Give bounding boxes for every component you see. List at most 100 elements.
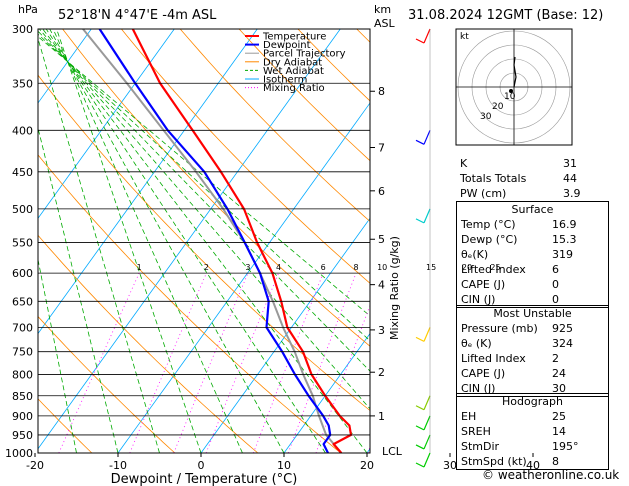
wind-barb-flag [415, 405, 425, 411]
legend-label: Wet Adiabat [263, 66, 324, 77]
plot-frame [37, 28, 371, 454]
stat-value: 6 [552, 263, 559, 276]
stat-row: CIN (J) 0 [457, 292, 608, 307]
stat-row: Temp (°C) 16.9 [457, 217, 608, 232]
pressure-tick-label: 800 [12, 368, 33, 381]
hodograph-stats-title: Hodograph [502, 395, 563, 408]
pressure-tick-label: 750 [12, 346, 33, 359]
legend-label: Parcel Trajectory [263, 49, 346, 60]
index-label: K [460, 157, 468, 170]
dry-adiabat-line [238, 29, 370, 162]
index-label: PW (cm) [460, 187, 507, 200]
stat-row: Pressure (mb) 925 [457, 321, 608, 336]
isotherm-line [616, 29, 629, 453]
mixing-ratio-axis-label: Mixing Ratio (g/kg) [388, 236, 401, 340]
temperature-tick-label: 10 [277, 459, 291, 472]
wind-barb [423, 28, 431, 44]
km-label: km [374, 3, 391, 16]
stat-value: 319 [552, 248, 573, 261]
mixing-ratio-label: 2 [204, 263, 209, 272]
temperature-tick-label: 30 [443, 459, 457, 472]
stat-label: θₑ (K) [461, 337, 492, 350]
lcl-label: LCL [382, 445, 403, 458]
stat-value: 25 [552, 410, 566, 423]
wet-adiabat-line [38, 29, 370, 410]
km-tick-label: 2 [378, 366, 385, 379]
location-title: 52°18'N 4°47'E -4m ASL [58, 8, 217, 23]
stat-value: 8 [552, 455, 559, 468]
stat-value: 925 [552, 322, 573, 335]
mixing-ratio-line [129, 272, 207, 453]
stat-label: CIN (J) [461, 293, 496, 306]
isotherm-line [38, 29, 341, 450]
mixing-ratio-label: 1 [137, 263, 142, 272]
isotherm-line [200, 217, 370, 453]
wind-barb [423, 327, 431, 342]
index-row: PW (cm) 3.9 [456, 186, 585, 201]
legend-label: Isotherm [263, 75, 307, 86]
wind-barb-flag [415, 139, 425, 145]
hpa-label: hPa [18, 3, 38, 16]
stat-label: θₑ(K) [461, 248, 489, 261]
stat-value: 14 [552, 425, 566, 438]
km-tick-label: 1 [378, 410, 385, 423]
stat-label: CAPE (J) [461, 278, 506, 291]
most-unstable-box: Most Unstable Pressure (mb) 925 θₑ (K) 324 L… [456, 305, 609, 397]
mixing-ratio-label: 4 [276, 263, 281, 272]
index-value: 31 [563, 157, 577, 170]
isotherm-line [38, 29, 92, 104]
hodograph-trace [513, 56, 517, 88]
temperature-tick-label: 0 [198, 459, 205, 472]
indices-table: K 31 Totals Totals 44 PW (cm) 3.9 [456, 156, 585, 201]
pressure-tick-label: 900 [12, 410, 33, 423]
stat-label: Temp (°C) [461, 218, 516, 231]
isotherm-line [117, 102, 370, 453]
mixing-ratio-label: 8 [354, 263, 359, 272]
wet-adiabat-line [38, 33, 370, 342]
isotherm-line [38, 29, 175, 219]
temperature-tick-label: -20 [26, 459, 44, 472]
wind-barb-flag [415, 425, 425, 431]
isotherm-line [38, 29, 258, 335]
km-tick-label: 6 [378, 185, 385, 198]
stat-row: θₑ (K) 324 [457, 336, 608, 351]
storm-motion-marker [509, 89, 513, 93]
stat-row: CIN (J) 30 [457, 381, 608, 396]
wind-barb [423, 208, 431, 224]
stat-value: 0 [552, 278, 559, 291]
km-tick-label: 3 [378, 324, 385, 337]
wet-adiabat-line [45, 29, 326, 453]
surface-box: Surface Temp (°C) 16.9 Dewp (°C) 15.3 θₑ(K) 3… [456, 201, 609, 308]
wind-barb-flag [415, 218, 425, 224]
stat-label: EH [461, 410, 477, 423]
dry-adiabat-line [38, 315, 176, 453]
stat-row: Lifted Index 6 [457, 262, 608, 277]
pressure-tick-label: 400 [12, 124, 33, 137]
km-tick-label: 8 [378, 85, 385, 98]
hodograph-ring-label: 10 [504, 92, 516, 102]
pressure-tick-label: 450 [12, 166, 33, 179]
mixing-ratio-label: 15 [426, 263, 436, 272]
stat-value: 195° [552, 440, 579, 453]
stat-row: Lifted Index 2 [457, 351, 608, 366]
mixing-ratio-label: 3 [245, 263, 250, 272]
stat-row: SREH 14 [457, 424, 608, 439]
wind-barb-flag [415, 462, 425, 468]
wet-adiabat-line [38, 37, 160, 453]
mixing-ratio-label: 10 [377, 263, 387, 272]
isotherm-line [0, 29, 8, 453]
x-axis-label: Dewpoint / Temperature (°C) [111, 472, 298, 486]
dry-adiabat-line [179, 29, 370, 222]
stat-row: CAPE (J) 0 [457, 277, 608, 292]
hodograph-ring-label: 30 [480, 112, 492, 122]
surface-title: Surface [511, 203, 554, 216]
mixing-ratio-label: 6 [321, 263, 326, 272]
pressure-tick-label: 700 [12, 321, 33, 334]
stat-value: 2 [552, 352, 559, 365]
pressure-tick-label: 650 [12, 295, 33, 308]
dry-adiabat-line [0, 29, 9, 453]
stat-value: 15.3 [552, 233, 577, 246]
wind-barb [423, 415, 431, 431]
asl-label: ASL [374, 17, 396, 30]
